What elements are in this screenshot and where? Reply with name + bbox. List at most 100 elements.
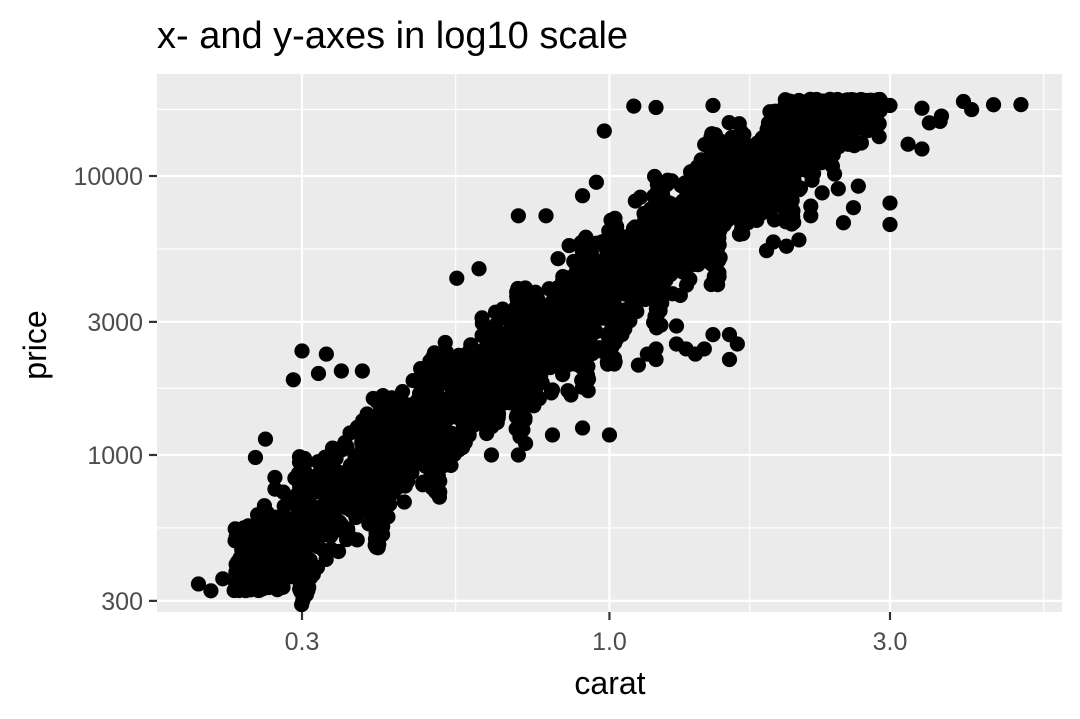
- data-point: [267, 481, 283, 497]
- data-point: [294, 509, 310, 525]
- data-point: [396, 494, 412, 510]
- data-point: [424, 480, 440, 496]
- data-point: [581, 346, 597, 362]
- data-point: [647, 217, 664, 233]
- data-point: [397, 475, 413, 491]
- data-point: [668, 318, 685, 334]
- data-point: [510, 208, 526, 224]
- data-point: [370, 410, 387, 426]
- data-point: [782, 160, 798, 176]
- data-point: [405, 372, 421, 389]
- data-point: [845, 200, 862, 216]
- data-point: [276, 531, 292, 547]
- data-point: [555, 366, 571, 383]
- data-point: [739, 181, 755, 198]
- data-point: [544, 294, 560, 310]
- data-point: [543, 385, 559, 401]
- data-point: [574, 379, 591, 395]
- data-point: [778, 97, 795, 113]
- data-point: [639, 346, 655, 362]
- data-point: [252, 522, 268, 539]
- data-point: [674, 199, 690, 215]
- data-point: [386, 400, 402, 416]
- data-point: [252, 576, 268, 592]
- data-point: [914, 100, 930, 116]
- data-point: [257, 536, 274, 552]
- data-point: [355, 490, 371, 506]
- data-point: [401, 397, 418, 413]
- data-point: [310, 365, 327, 382]
- data-point: [599, 354, 615, 370]
- data-point: [685, 256, 701, 273]
- data-point: [512, 390, 528, 406]
- y-tick-label: 10000: [73, 163, 143, 191]
- data-point: [731, 116, 747, 132]
- y-tick-label: 1000: [87, 442, 143, 470]
- data-point: [766, 212, 783, 228]
- data-point: [333, 363, 349, 379]
- data-point: [729, 201, 745, 217]
- data-point: [574, 188, 591, 204]
- data-point: [599, 341, 615, 357]
- data-point: [267, 469, 283, 486]
- data-point: [329, 464, 345, 480]
- data-point: [596, 123, 612, 139]
- data-point: [190, 576, 207, 592]
- data-point: [601, 223, 617, 239]
- data-points: [190, 91, 1029, 612]
- data-point: [440, 376, 456, 392]
- data-point: [853, 135, 870, 151]
- data-point: [601, 283, 617, 299]
- data-point: [721, 351, 738, 368]
- data-point: [577, 314, 594, 331]
- data-point: [710, 277, 726, 293]
- data-point: [709, 138, 725, 154]
- data-point: [430, 413, 446, 430]
- data-point: [709, 184, 725, 200]
- data-point: [346, 456, 363, 473]
- data-point: [380, 487, 396, 503]
- data-point: [882, 195, 898, 211]
- data-point: [298, 465, 314, 481]
- data-point: [530, 295, 546, 311]
- data-point: [758, 243, 775, 259]
- data-point: [257, 431, 274, 447]
- data-point: [710, 239, 726, 256]
- data-point: [626, 98, 642, 114]
- data-point: [215, 571, 231, 587]
- data-point: [614, 327, 630, 343]
- data-point: [550, 350, 566, 366]
- data-point: [369, 392, 385, 408]
- data-point: [648, 320, 665, 336]
- data-point: [575, 331, 591, 347]
- data-point: [850, 178, 866, 194]
- data-point: [334, 439, 350, 455]
- y-axis-title: price: [17, 310, 53, 379]
- y-tick-label: 3000: [87, 309, 143, 337]
- data-point: [777, 117, 794, 133]
- data-point: [636, 235, 652, 251]
- data-point: [350, 503, 367, 519]
- data-point: [824, 100, 840, 116]
- data-point: [474, 310, 490, 326]
- data-point: [652, 269, 668, 285]
- data-point: [761, 138, 777, 155]
- data-point: [764, 177, 781, 194]
- data-point: [424, 460, 441, 476]
- data-point: [366, 428, 382, 444]
- data-point: [449, 435, 465, 452]
- axis-ticks: 0.3 1.0 3.0 300 1000 3000 10000: [73, 163, 907, 656]
- data-point: [605, 306, 621, 322]
- data-point: [276, 498, 292, 514]
- data-point: [763, 199, 780, 216]
- data-point: [824, 140, 840, 156]
- data-point: [804, 172, 820, 188]
- data-point: [704, 207, 720, 223]
- data-point: [783, 213, 799, 229]
- data-point: [367, 531, 384, 547]
- data-point: [237, 580, 253, 596]
- data-point: [798, 112, 814, 128]
- data-point: [432, 432, 448, 448]
- data-point: [512, 312, 528, 328]
- data-point: [914, 141, 930, 157]
